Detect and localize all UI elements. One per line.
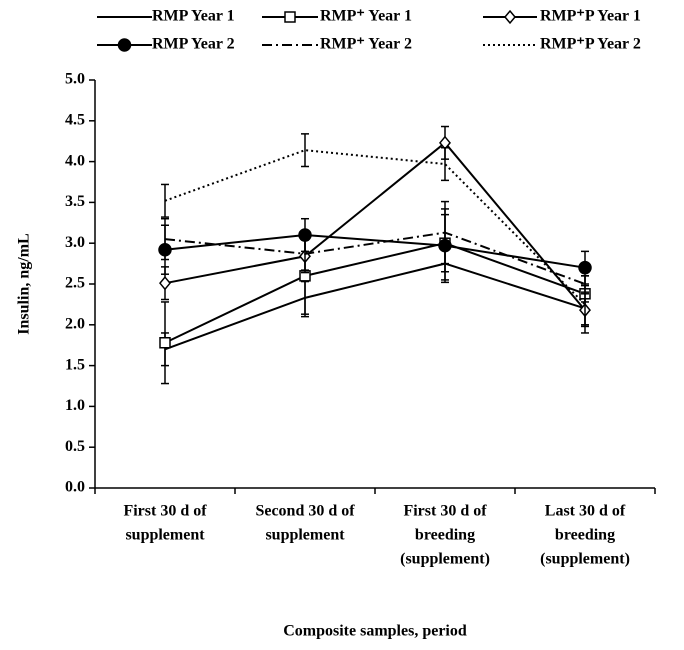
x-tick-label: breeding: [415, 527, 475, 544]
y-tick-label: 0.0: [65, 479, 85, 496]
legend-label: RMP⁺P Year 2: [540, 36, 641, 53]
y-tick-label: 4.5: [65, 111, 85, 128]
y-tick-label: 2.5: [65, 275, 85, 292]
error-bar: [581, 275, 589, 334]
y-tick-label: 3.0: [65, 234, 85, 251]
marker: [284, 11, 296, 23]
series-line: [164, 242, 586, 344]
legend-label: RMP⁺P Year 1: [540, 8, 641, 25]
series-line: [164, 141, 586, 311]
marker: [578, 260, 592, 275]
x-tick-label: Last 30 d of: [545, 503, 626, 520]
legend-label: RMP Year 2: [152, 36, 235, 53]
x-tick-label: First 30 d of: [403, 503, 487, 520]
legend-label: RMP⁺ Year 2: [320, 36, 412, 53]
x-tick-label: (supplement): [400, 551, 490, 568]
marker: [504, 9, 516, 25]
error-bar: [301, 133, 309, 168]
x-tick-label: supplement: [265, 527, 345, 544]
x-tick-label: (supplement): [540, 551, 630, 568]
y-tick-label: 1.5: [65, 356, 85, 373]
x-axis-title: Composite samples, period: [283, 623, 467, 640]
x-tick-label: First 30 d of: [123, 503, 207, 520]
error-bar: [441, 146, 449, 182]
y-tick-label: 0.5: [65, 438, 85, 455]
y-tick-label: 4.0: [65, 152, 85, 169]
marker: [117, 38, 132, 52]
y-tick-label: 3.5: [65, 193, 85, 210]
legend-label: RMP⁺ Year 1: [320, 8, 412, 25]
y-axis-title: Insulin, ng/mL: [16, 233, 33, 334]
marker: [159, 276, 171, 291]
y-tick-label: 2.0: [65, 315, 85, 332]
y-tick-label: 5.0: [65, 71, 85, 88]
x-tick-label: supplement: [125, 527, 205, 544]
series-line: [164, 234, 586, 269]
x-tick-label: breeding: [555, 527, 615, 544]
legend-label: RMP Year 1: [152, 8, 235, 25]
marker: [159, 337, 171, 349]
y-tick-label: 1.0: [65, 397, 85, 414]
x-tick-label: Second 30 d of: [255, 503, 355, 520]
series-line: [164, 262, 586, 351]
